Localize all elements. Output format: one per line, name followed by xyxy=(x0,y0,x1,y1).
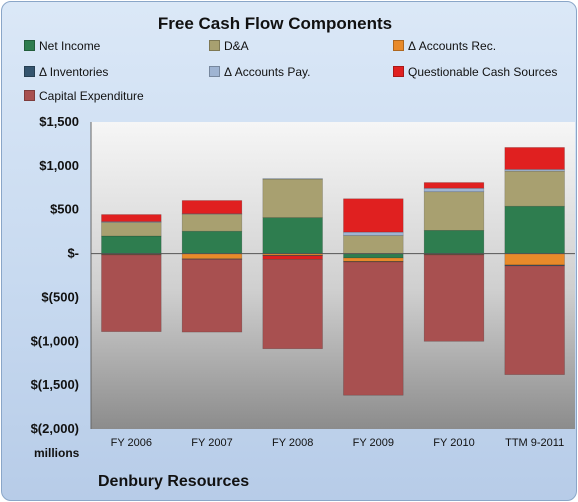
y-tick-label: $(2,000) xyxy=(31,421,79,436)
bar-segment xyxy=(181,230,243,254)
x-tick-label: FY 2007 xyxy=(191,437,232,449)
bar-segment xyxy=(423,191,485,231)
y-tick-label: $1,000 xyxy=(39,158,79,173)
x-tick-label: TTM 9-2011 xyxy=(505,437,564,449)
legend-label: Δ Accounts Rec. xyxy=(408,39,497,53)
bar-segment xyxy=(101,214,162,222)
bar-segment xyxy=(343,253,404,259)
legend-swatch xyxy=(393,66,404,77)
legend-swatch xyxy=(393,40,404,51)
y-tick-label: $- xyxy=(67,246,79,261)
legend-item-accounts-rec: Δ Accounts Rec. xyxy=(393,39,496,53)
bar-segment xyxy=(262,258,323,350)
legend-swatch xyxy=(24,90,35,101)
bar-segment xyxy=(101,235,162,254)
units-label: millions xyxy=(34,446,80,460)
plot-background xyxy=(91,122,575,429)
bars-group xyxy=(101,147,565,396)
legend-swatch xyxy=(209,40,220,51)
bar-segment xyxy=(343,198,404,233)
x-tick-labels: FY 2006 FY 2007 FY 2008 FY 2009 FY 2010 TTM 9… xyxy=(111,437,565,449)
x-tick-label: FY 2009 xyxy=(353,437,394,449)
bar-segment xyxy=(181,213,243,232)
bar-segment xyxy=(343,235,404,254)
legend-label: Δ Accounts Pay. xyxy=(224,65,311,79)
legend-label: Δ Inventories xyxy=(39,65,109,79)
bar-segment xyxy=(423,254,485,342)
bar-segment xyxy=(423,230,485,254)
bar-segment xyxy=(423,182,485,189)
bar-segment xyxy=(181,200,243,214)
bar-segment xyxy=(181,258,243,333)
y-tick-labels: $1,500 $1,000 $500 $- $(500) $(1,000) $(1,500)… xyxy=(31,114,79,436)
bar-segment xyxy=(262,178,323,180)
y-tick-label: $(1,500) xyxy=(31,377,79,392)
bar-segment xyxy=(262,217,323,254)
bar-segment xyxy=(181,253,243,260)
legend-item-accounts-pay: Δ Accounts Pay. xyxy=(209,65,311,79)
bar-segment xyxy=(504,264,565,267)
bar-segment xyxy=(504,147,565,170)
legend-swatch xyxy=(209,66,220,77)
bar-segment xyxy=(101,254,162,332)
y-tick-label: $1,500 xyxy=(39,114,79,129)
company-name: Denbury Resources xyxy=(98,473,250,490)
x-tick-label: FY 2006 xyxy=(111,437,152,449)
legend-item-d-and-a: D&A xyxy=(209,39,249,53)
bar-segment xyxy=(101,222,162,237)
legend-item-inventories: Δ Inventories xyxy=(24,65,108,79)
y-tick-label: $(500) xyxy=(41,289,79,304)
y-tick-label: $500 xyxy=(50,202,79,217)
y-tick-label: $(1,000) xyxy=(31,333,79,348)
legend-label: D&A xyxy=(224,39,249,53)
bar-segment xyxy=(343,257,404,262)
legend-label: Net Income xyxy=(39,39,101,53)
bar-segment xyxy=(504,205,565,254)
bar-segment xyxy=(343,261,404,396)
legend-swatch xyxy=(24,66,35,77)
legend-label: Questionable Cash Sources xyxy=(408,65,558,79)
bar-segment xyxy=(504,253,565,266)
x-tick-label: FY 2008 xyxy=(272,437,313,449)
bar-segment xyxy=(343,231,404,236)
x-tick-label: FY 2010 xyxy=(433,437,474,449)
legend-item-capex: Capital Expenditure xyxy=(24,89,144,103)
bar-segment xyxy=(423,187,485,193)
chart-title: Free Cash Flow Components xyxy=(157,14,393,33)
legend-item-questionable-cash: Questionable Cash Sources xyxy=(393,65,557,79)
bar-segment xyxy=(504,170,565,207)
legend-item-net-income: Net Income xyxy=(24,39,100,53)
bar-segment xyxy=(262,255,323,260)
legend-swatch xyxy=(24,40,35,51)
legend-label: Capital Expenditure xyxy=(39,89,144,103)
bar-segment xyxy=(262,178,323,218)
bar-segment xyxy=(504,265,565,375)
